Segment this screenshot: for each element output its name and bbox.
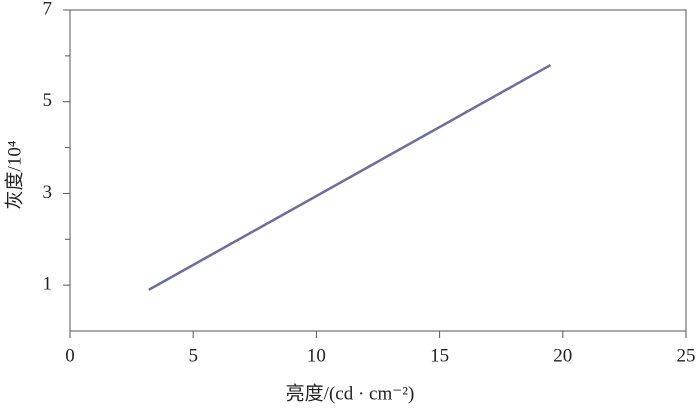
x-tick-label: 15 <box>430 345 449 366</box>
x-tick-label: 5 <box>188 345 198 366</box>
x-tick-label: 0 <box>65 345 75 366</box>
y-tick-label: 3 <box>43 182 53 203</box>
data-line <box>148 63 552 291</box>
y-tick-label: 1 <box>43 274 53 295</box>
y-tick-label: 5 <box>43 90 53 111</box>
y-axis-label: 灰度/10⁴ <box>3 140 25 209</box>
x-tick-label: 20 <box>553 345 572 366</box>
x-tick-label: 25 <box>677 345 696 366</box>
y-tick-label: 7 <box>43 0 53 19</box>
x-axis-label: 亮度/(cd · cm⁻²) <box>286 382 415 404</box>
plot-frame <box>69 9 687 332</box>
x-tick-label: 10 <box>307 345 326 366</box>
